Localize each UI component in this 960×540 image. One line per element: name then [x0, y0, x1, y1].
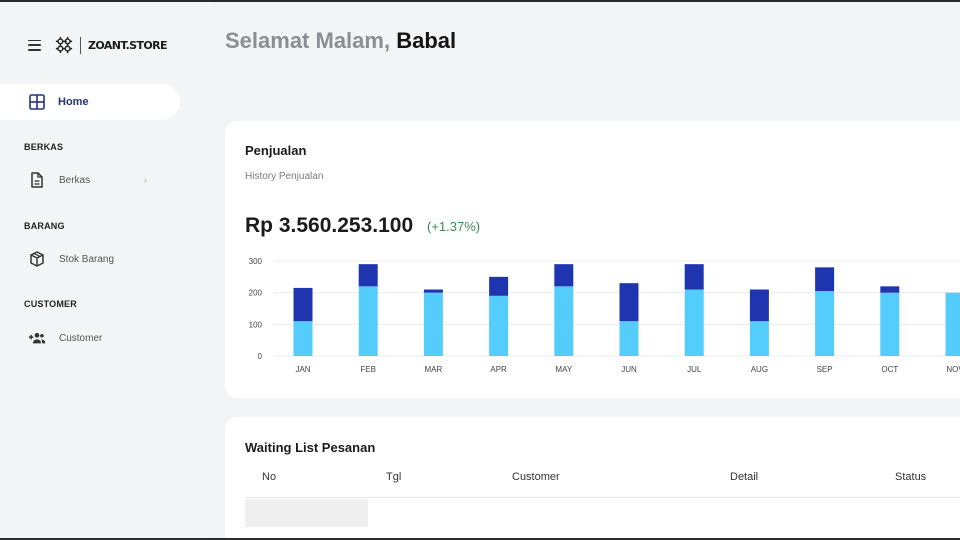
box-icon: [28, 250, 46, 268]
y-tick-label: 100: [249, 320, 263, 329]
bar-oct-series-1: [880, 286, 900, 293]
bar-jan-series-0: [293, 321, 313, 356]
column-header-status[interactable]: Status: [895, 471, 927, 483]
sidebar-item-label: Customer: [59, 332, 103, 344]
x-tick-label: FEB: [360, 365, 376, 374]
page-greeting: Selamat Malam, Babal: [225, 28, 456, 54]
sidebar: ZOANT.STORE Home BERKAS Berkas › BARANG: [0, 2, 212, 540]
bar-may-series-1: [554, 264, 574, 287]
sidebar-item-berkas[interactable]: Berkas ›: [0, 166, 180, 194]
bar-apr-series-0: [489, 295, 509, 356]
y-tick-label: 200: [249, 289, 263, 298]
sales-bar-chart: 0 100 200 300 JAN FEB MAR APR MAY JUN JUL AUG SEP OCT…: [249, 257, 960, 374]
bar-nov-series-0: [945, 292, 960, 356]
sidebar-item-label: Stok Barang: [59, 253, 115, 265]
bar-jun-series-0: [619, 321, 639, 356]
logo-icon: [55, 36, 73, 54]
column-header-detail[interactable]: Detail: [730, 471, 759, 483]
window-top-border: [0, 0, 960, 2]
grid-icon: [29, 94, 45, 110]
chevron-right-icon: ›: [144, 175, 147, 185]
bar-feb-series-0: [358, 286, 378, 356]
bar-oct-series-0: [880, 292, 900, 356]
logo-divider: [80, 36, 81, 54]
sales-total: Rp 3.560.253.100: [245, 214, 414, 237]
add-user-icon: [28, 329, 46, 347]
menu-icon[interactable]: [28, 39, 41, 51]
x-tick-label: OCT: [881, 365, 898, 374]
y-tick-label: 300: [249, 257, 263, 266]
section-title-barang: BARANG: [24, 221, 65, 231]
loading-placeholder: [245, 499, 368, 527]
section-title-berkas: BERKAS: [24, 142, 64, 152]
x-tick-label: JUL: [687, 365, 702, 374]
bar-mar-series-0: [423, 292, 443, 356]
x-tick-label: NOV: [946, 365, 960, 374]
x-tick-label: JUN: [621, 365, 637, 374]
bar-jun-series-1: [619, 283, 639, 322]
bar-may-series-0: [554, 286, 574, 356]
sidebar-item-home[interactable]: Home: [0, 84, 180, 120]
sidebar-item-customer[interactable]: Customer: [0, 324, 180, 352]
column-header-customer[interactable]: Customer: [512, 471, 560, 483]
column-header-no[interactable]: No: [262, 471, 277, 483]
x-tick-label: JAN: [295, 365, 310, 374]
y-tick-label: 0: [258, 352, 263, 361]
waiting-list-card: Waiting List Pesanan No Tgl Customer Det…: [225, 417, 960, 540]
bar-jan-series-1: [293, 287, 313, 322]
main-content: Selamat Malam, Babal Penjualan History P…: [212, 2, 960, 540]
brand-name: ZOANT.STORE: [88, 38, 168, 52]
sales-title: Penjualan: [245, 143, 307, 158]
brand: ZOANT.STORE: [28, 36, 168, 54]
sidebar-item-stok-barang[interactable]: Stok Barang: [0, 245, 180, 273]
bar-apr-series-1: [489, 276, 509, 296]
bar-sep-series-0: [815, 291, 835, 356]
bar-aug-series-0: [749, 321, 769, 356]
x-tick-label: MAR: [425, 365, 443, 374]
sales-card: Penjualan History Penjualan Rp 3.560.253…: [225, 121, 960, 398]
x-tick-label: AUG: [751, 365, 768, 374]
user-name: Babal: [396, 28, 457, 53]
x-tick-label: APR: [490, 365, 507, 374]
x-tick-label: SEP: [817, 365, 833, 374]
column-header-tgl[interactable]: Tgl: [386, 471, 402, 483]
greeting-text: Selamat Malam,: [225, 28, 391, 53]
waiting-title: Waiting List Pesanan: [245, 440, 376, 455]
bar-mar-series-1: [423, 289, 443, 293]
x-tick-label: MAY: [555, 365, 572, 374]
window-bottom-border: [0, 538, 960, 540]
bar-jul-series-1: [684, 264, 704, 290]
bar-jul-series-0: [684, 289, 704, 356]
sidebar-item-label: Home: [58, 96, 89, 108]
sales-subtitle: History Penjualan: [245, 171, 324, 182]
sales-change: (+1.37%): [427, 219, 481, 234]
bar-sep-series-1: [815, 267, 835, 292]
bar-feb-series-1: [358, 264, 378, 287]
file-icon: [28, 171, 46, 189]
section-title-customer: CUSTOMER: [24, 299, 77, 309]
table-divider: [245, 497, 960, 498]
sidebar-item-label: Berkas: [59, 174, 91, 186]
bar-aug-series-1: [749, 289, 769, 322]
